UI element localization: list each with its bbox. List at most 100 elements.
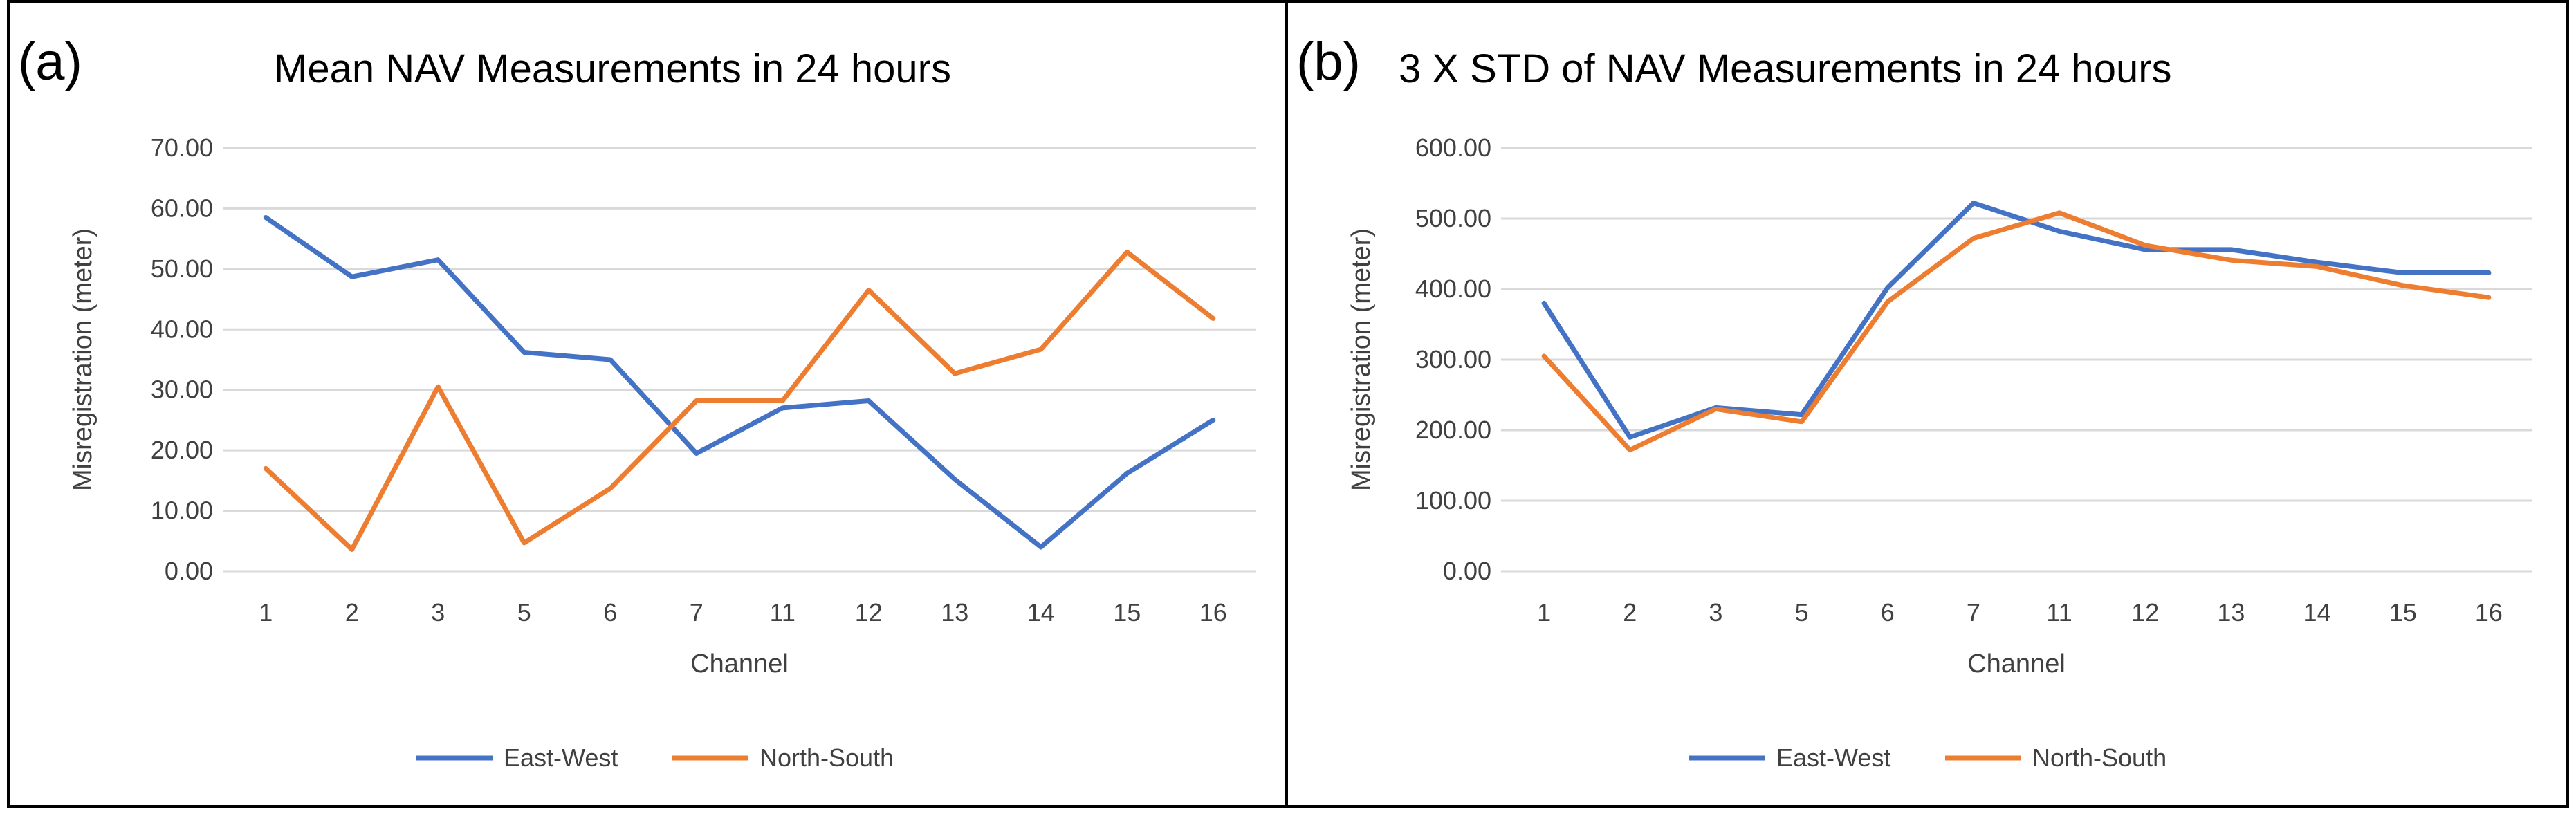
data-point-north-south xyxy=(693,397,700,404)
y-tick-label: 0.00 xyxy=(1443,557,1491,585)
y-tick-label: 30.00 xyxy=(151,376,213,404)
data-point-east-west xyxy=(2400,270,2407,277)
data-point-north-south xyxy=(2400,282,2407,289)
x-tick-label: 14 xyxy=(2303,598,2331,627)
series-line-north-south xyxy=(263,249,1216,552)
data-point-east-west xyxy=(2056,228,2063,234)
y-tick-label: 400.00 xyxy=(1415,275,1491,303)
y-tick-label: 500.00 xyxy=(1415,204,1491,232)
legend-label-north-south: North-South xyxy=(2032,743,2166,772)
data-point-north-south xyxy=(1123,248,1130,255)
data-point-north-south xyxy=(1884,298,1891,305)
chart-panel-b: (b) 3 X STD of NAV Measurements in 24 ho… xyxy=(1285,0,2569,808)
x-tick-label: 14 xyxy=(1027,598,1055,627)
x-tick-label: 12 xyxy=(855,598,883,627)
data-point-east-west xyxy=(607,356,614,363)
x-tick-label: 1 xyxy=(1537,598,1551,627)
legend-label-east-west: East-West xyxy=(504,743,618,772)
x-tick-label: 6 xyxy=(1881,598,1895,627)
y-tick-label: 10.00 xyxy=(151,497,213,525)
x-tick-label: 12 xyxy=(2131,598,2159,627)
data-point-north-south xyxy=(349,546,356,553)
y-tick-label: 20.00 xyxy=(151,436,213,464)
data-point-east-west xyxy=(434,257,441,263)
line-chart-b: 0.00 100.00 200.00 300.00 400.00 500.00 600.00… xyxy=(1347,133,2532,772)
y-axis-title: Misregistration (meter) xyxy=(68,228,98,491)
y-tick-label: 600.00 xyxy=(1415,133,1491,162)
data-point-north-south xyxy=(1626,447,1633,454)
x-tick-label: 16 xyxy=(1199,598,1227,627)
y-tick-label: 0.00 xyxy=(165,557,213,585)
data-point-north-south xyxy=(607,485,614,492)
data-point-north-south xyxy=(865,286,872,293)
data-point-east-west xyxy=(349,273,356,280)
x-tick-label: 13 xyxy=(2217,598,2245,627)
x-tick-label: 2 xyxy=(1623,598,1637,627)
data-point-east-west xyxy=(951,476,958,483)
data-point-east-west xyxy=(262,214,269,221)
data-point-east-west xyxy=(2485,270,2492,277)
panel-label-b: (b) xyxy=(1296,33,1361,91)
data-point-east-west xyxy=(1884,284,1891,291)
data-point-north-south xyxy=(1540,353,1547,360)
data-point-north-south xyxy=(262,465,269,472)
y-tick-label: 100.00 xyxy=(1415,486,1491,515)
x-tick-label: 2 xyxy=(345,598,359,627)
data-point-east-west xyxy=(1038,544,1045,551)
data-point-east-west xyxy=(2227,246,2234,253)
panel-label-a: (a) xyxy=(18,33,82,91)
data-point-north-south xyxy=(951,370,958,377)
data-point-north-south xyxy=(2485,294,2492,301)
y-tick-label: 70.00 xyxy=(151,133,213,162)
series-line-east-west xyxy=(263,215,1216,550)
data-point-north-south xyxy=(1038,346,1045,353)
data-point-north-south xyxy=(521,539,528,546)
data-point-east-west xyxy=(693,450,700,457)
x-tick-label: 7 xyxy=(1967,598,1980,627)
x-tick-label: 7 xyxy=(690,598,703,627)
x-axis-title: Channel xyxy=(690,649,789,678)
series-line-east-west xyxy=(1541,201,2492,440)
x-tick-label: 3 xyxy=(1709,598,1722,627)
x-tick-label: 13 xyxy=(941,598,968,627)
data-point-east-west xyxy=(1970,200,1977,207)
y-tick-label: 300.00 xyxy=(1415,345,1491,373)
x-tick-label: 3 xyxy=(431,598,445,627)
series-line-north-south xyxy=(1541,210,2492,453)
chart-title-b: 3 X STD of NAV Measurements in 24 hours xyxy=(1399,46,2172,91)
data-point-north-south xyxy=(434,383,441,390)
x-tick-label: 5 xyxy=(1795,598,1809,627)
x-tick-label: 11 xyxy=(770,598,795,627)
data-point-north-south xyxy=(2056,210,2063,216)
data-point-north-south xyxy=(779,397,786,404)
x-tick-label: 1 xyxy=(259,598,273,627)
data-point-north-south xyxy=(1798,418,1805,425)
x-tick-label: 15 xyxy=(1113,598,1141,627)
x-tick-label: 11 xyxy=(2046,598,2072,627)
line-chart-a: 0.00 10.00 20.00 30.00 40.00 50.00 60.00 70.00 1… xyxy=(68,133,1256,772)
y-tick-label: 40.00 xyxy=(151,315,213,343)
data-point-north-south xyxy=(1210,315,1217,322)
data-point-north-south xyxy=(1970,235,1977,242)
data-point-north-south xyxy=(2142,242,2149,249)
data-point-east-west xyxy=(1540,299,1547,306)
y-axis-title: Misregistration (meter) xyxy=(1347,228,1376,491)
x-axis-title: Channel xyxy=(1967,649,2066,678)
x-tick-label: 6 xyxy=(603,598,617,627)
x-tick-label: 15 xyxy=(2389,598,2417,627)
data-point-north-south xyxy=(2314,263,2321,270)
x-tick-label: 16 xyxy=(2475,598,2503,627)
y-tick-label: 200.00 xyxy=(1415,416,1491,444)
data-point-north-south xyxy=(1712,405,1719,412)
legend-label-north-south: North-South xyxy=(760,743,894,772)
data-point-north-south xyxy=(2227,257,2234,263)
data-point-east-west xyxy=(1626,434,1633,441)
legend-label-east-west: East-West xyxy=(1776,743,1890,772)
y-tick-label: 60.00 xyxy=(151,194,213,222)
data-point-east-west xyxy=(779,405,786,412)
x-tick-label: 5 xyxy=(517,598,531,627)
data-point-east-west xyxy=(521,349,528,356)
data-point-east-west xyxy=(1210,416,1217,423)
chart-panel-a: (a) Mean NAV Measurements in 24 hours 0.… xyxy=(7,0,1294,808)
data-point-east-west xyxy=(1123,470,1130,477)
